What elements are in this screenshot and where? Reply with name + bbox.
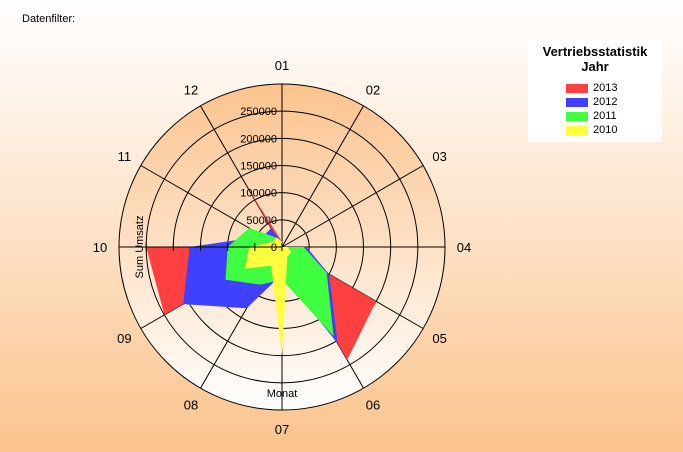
series-area-2010: [244, 237, 292, 356]
series-layer: [146, 190, 377, 360]
category-label: 04: [457, 240, 471, 255]
category-label: 06: [366, 398, 380, 413]
legend-swatch: [566, 84, 588, 93]
angular-axis-title: Monat: [267, 388, 298, 400]
label-layer: 0 50000 100000 150000 200000 250000 01 02 03 04 05…: [93, 58, 471, 437]
grid-spoke: [281, 105, 364, 248]
data-filter-label: Datenfilter:: [22, 13, 76, 25]
category-label: 03: [432, 149, 446, 164]
radial-tick-label: 100000: [240, 188, 277, 200]
category-label: 02: [366, 82, 380, 97]
category-label: 07: [275, 422, 289, 437]
radial-tick-label: 50000: [246, 215, 277, 227]
radial-tick-label: 0: [271, 242, 277, 254]
category-label: 08: [184, 398, 198, 413]
legend-title: Vertriebsstatistik Jahr: [542, 44, 648, 74]
category-label: 11: [118, 149, 132, 164]
legend-label: 2011: [593, 110, 617, 122]
radial-tick-label: 150000: [240, 161, 277, 173]
legend-label: 2010: [593, 124, 618, 136]
grid-spoke: [281, 165, 424, 248]
category-label: 05: [432, 331, 446, 346]
legend-swatch: [566, 112, 588, 121]
category-label: 12: [184, 82, 198, 97]
outer-ring: [118, 83, 446, 411]
category-label: 01: [275, 58, 289, 73]
legend: Vertriebsstatistik Jahr 2013 2012 2011 2010: [528, 40, 662, 142]
grid-spoke: [200, 105, 283, 248]
radial-axis-title: Sum Umsatz: [134, 216, 146, 279]
grid-layer: [119, 84, 445, 410]
radial-tick-label: 200000: [240, 133, 277, 145]
category-label: 10: [93, 240, 107, 255]
radial-tick-label: 250000: [240, 106, 277, 118]
legend-label: 2012: [593, 96, 618, 108]
axis-layer: [118, 83, 446, 411]
legend-swatch: [566, 126, 588, 135]
legend-label: 2013: [593, 82, 618, 94]
category-label: 09: [117, 331, 131, 346]
legend-swatch: [566, 98, 588, 107]
